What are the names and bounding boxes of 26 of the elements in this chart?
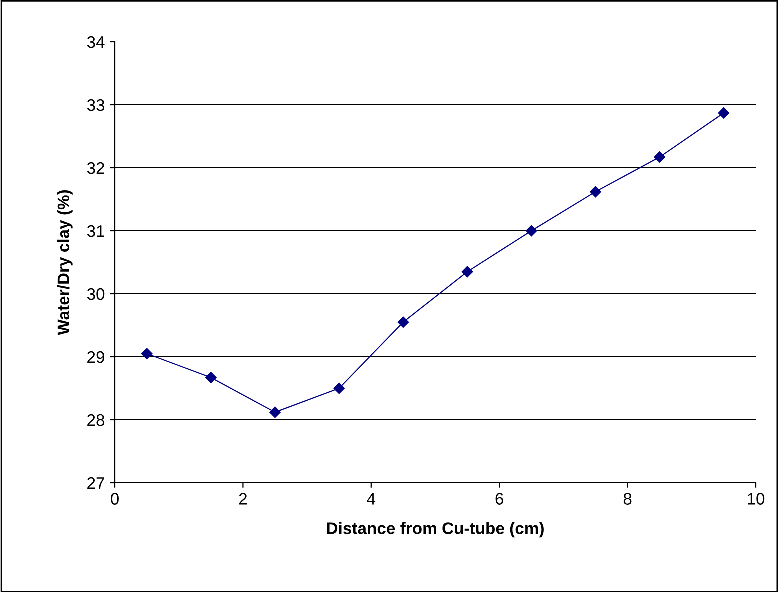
y-tick-label: 28 xyxy=(88,414,105,426)
y-tick-label: 30 xyxy=(87,288,105,300)
x-tick-label: 6 xyxy=(496,493,504,505)
x-tick-label: 0 xyxy=(111,493,119,505)
point xyxy=(590,186,602,198)
x-tick-label: 8 xyxy=(624,493,632,505)
y-axis-title: Water/Dry clay (%) xyxy=(57,190,73,336)
x-axis-title: Distance from Cu-tube (cm) xyxy=(327,522,544,538)
y-tick-label: 29 xyxy=(88,351,104,364)
x-tick-label: 4 xyxy=(367,493,376,505)
point xyxy=(206,372,217,384)
point xyxy=(334,382,345,394)
point xyxy=(718,108,730,119)
y-tick-label: 33 xyxy=(87,99,105,112)
y-tick-label: 32 xyxy=(87,162,104,174)
point xyxy=(141,348,153,360)
x-tick-label: 10 xyxy=(748,493,765,505)
point xyxy=(270,406,281,418)
y-tick-label: 34 xyxy=(87,36,105,48)
point xyxy=(462,266,474,278)
point xyxy=(654,152,666,163)
y-tick-label: 31 xyxy=(87,225,104,238)
point xyxy=(398,316,410,328)
point xyxy=(526,225,538,237)
y-tick-label: 27 xyxy=(88,477,104,490)
x-tick-label: 2 xyxy=(239,493,247,505)
